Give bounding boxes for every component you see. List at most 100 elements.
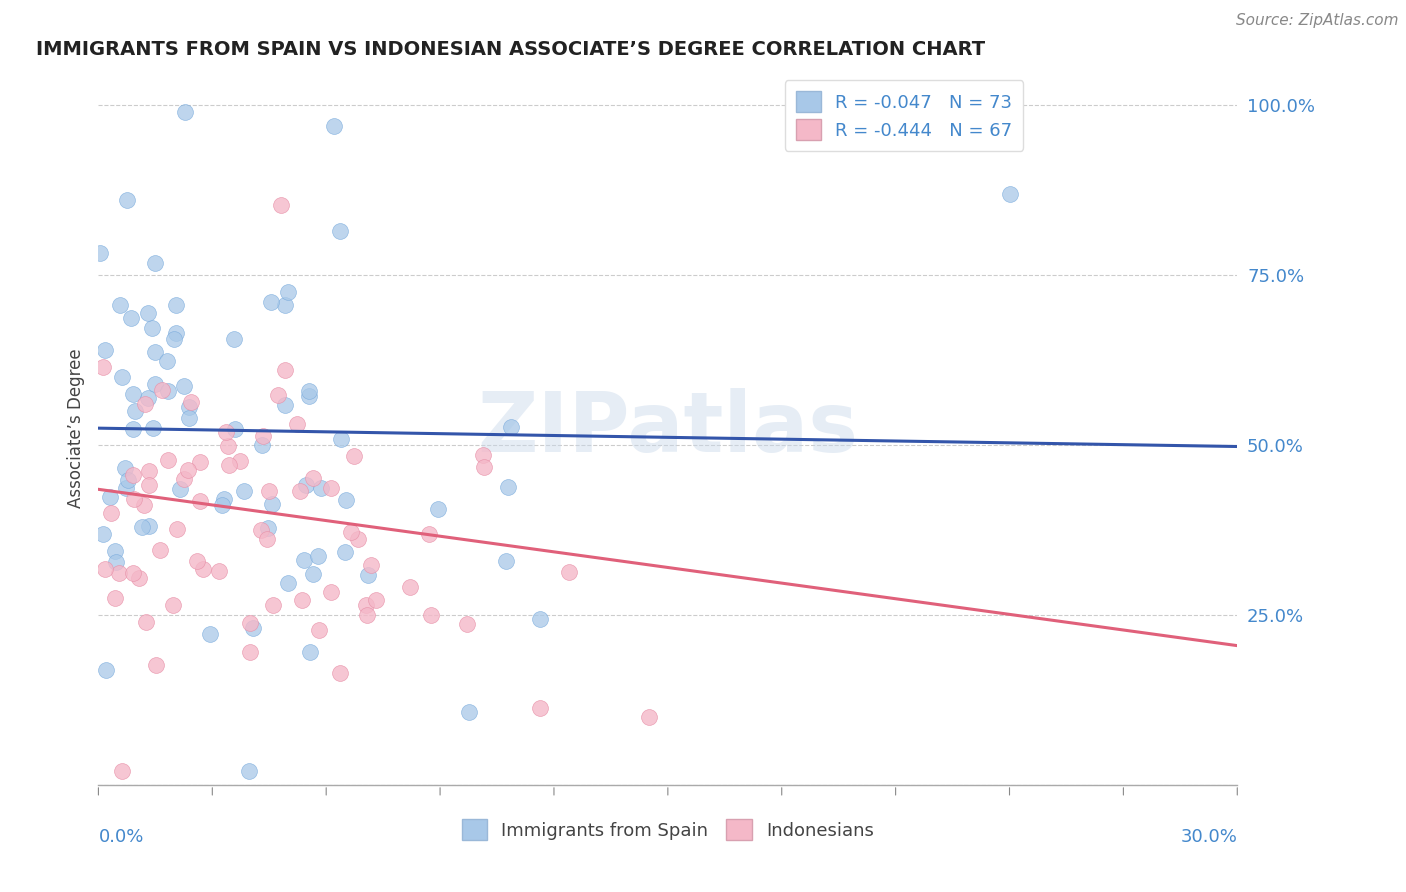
Immigrants from Spain [998, 186, 1021, 201]
Indonesians [472, 459, 495, 474]
Indonesians [419, 608, 441, 623]
Immigrants from Spain [250, 438, 273, 452]
Immigrants from Spain [335, 493, 357, 508]
Immigrants from Spain [141, 321, 163, 335]
Immigrants from Spain [529, 612, 551, 626]
Text: 0.0%: 0.0% [98, 828, 143, 846]
Indonesians [188, 494, 211, 508]
Indonesians [252, 429, 274, 443]
Immigrants from Spain [277, 285, 299, 299]
Immigrants from Spain [98, 490, 121, 504]
Indonesians [266, 388, 288, 402]
Immigrants from Spain [114, 481, 136, 495]
Indonesians [347, 533, 370, 547]
Immigrants from Spain [224, 422, 246, 436]
Immigrants from Spain [177, 410, 200, 425]
Immigrants from Spain [108, 298, 131, 312]
Immigrants from Spain [117, 473, 139, 487]
Immigrants from Spain [427, 502, 450, 516]
Indonesians [150, 383, 173, 397]
Indonesians [207, 564, 229, 578]
Immigrants from Spain [242, 621, 264, 635]
Indonesians [135, 615, 157, 629]
Indonesians [94, 561, 117, 575]
Indonesians [91, 359, 114, 374]
Text: Source: ZipAtlas.com: Source: ZipAtlas.com [1236, 13, 1399, 29]
Immigrants from Spain [357, 568, 380, 582]
Immigrants from Spain [111, 370, 134, 384]
Immigrants from Spain [179, 400, 201, 414]
Indonesians [177, 463, 200, 477]
Immigrants from Spain [298, 389, 321, 403]
Immigrants from Spain [165, 298, 187, 312]
Immigrants from Spain [122, 422, 145, 436]
Indonesians [302, 471, 325, 485]
Indonesians [121, 566, 143, 580]
Immigrants from Spain [232, 484, 254, 499]
Indonesians [274, 363, 297, 377]
Indonesians [249, 523, 271, 537]
Immigrants from Spain [322, 119, 344, 133]
Immigrants from Spain [309, 481, 332, 495]
Indonesians [399, 580, 422, 594]
Immigrants from Spain [198, 627, 221, 641]
Immigrants from Spain [274, 298, 297, 312]
Immigrants from Spain [121, 386, 143, 401]
Immigrants from Spain [495, 554, 517, 568]
Indonesians [343, 449, 366, 463]
Immigrants from Spain [143, 344, 166, 359]
Immigrants from Spain [307, 549, 329, 563]
Indonesians [262, 598, 284, 612]
Indonesians [529, 701, 551, 715]
Indonesians [104, 591, 127, 606]
Immigrants from Spain [333, 545, 356, 559]
Immigrants from Spain [499, 420, 522, 434]
Indonesians [256, 532, 278, 546]
Indonesians [138, 478, 160, 492]
Legend: Immigrants from Spain, Indonesians: Immigrants from Spain, Indonesians [454, 812, 882, 847]
Immigrants from Spain [262, 497, 284, 511]
Indonesians [111, 764, 134, 779]
Indonesians [128, 571, 150, 585]
Indonesians [321, 481, 343, 495]
Immigrants from Spain [94, 343, 117, 357]
Immigrants from Spain [104, 544, 127, 558]
Immigrants from Spain [458, 705, 481, 719]
Immigrants from Spain [298, 645, 321, 659]
Immigrants from Spain [94, 664, 117, 678]
Indonesians [149, 543, 172, 558]
Indonesians [329, 665, 352, 680]
Immigrants from Spain [124, 404, 146, 418]
Indonesians [472, 449, 495, 463]
Indonesians [638, 710, 661, 724]
Immigrants from Spain [114, 461, 136, 475]
Indonesians [215, 425, 238, 439]
Indonesians [108, 566, 131, 580]
Indonesians [156, 453, 179, 467]
Indonesians [134, 397, 156, 411]
Immigrants from Spain [138, 391, 160, 405]
Immigrants from Spain [138, 519, 160, 533]
Indonesians [162, 599, 184, 613]
Immigrants from Spain [120, 311, 142, 326]
Immigrants from Spain [143, 256, 166, 270]
Immigrants from Spain [91, 527, 114, 541]
Immigrants from Spain [238, 764, 260, 779]
Immigrants from Spain [222, 332, 245, 346]
Text: 30.0%: 30.0% [1181, 828, 1237, 846]
Indonesians [456, 616, 478, 631]
Immigrants from Spain [173, 379, 195, 393]
Indonesians [288, 483, 311, 498]
Indonesians [308, 623, 330, 637]
Indonesians [121, 467, 143, 482]
Immigrants from Spain [257, 521, 280, 535]
Immigrants from Spain [163, 332, 186, 346]
Immigrants from Spain [115, 193, 138, 207]
Indonesians [290, 592, 312, 607]
Immigrants from Spain [274, 398, 297, 412]
Immigrants from Spain [298, 384, 321, 398]
Immigrants from Spain [156, 384, 179, 399]
Indonesians [319, 584, 342, 599]
Immigrants from Spain [169, 482, 191, 496]
Indonesians [122, 491, 145, 506]
